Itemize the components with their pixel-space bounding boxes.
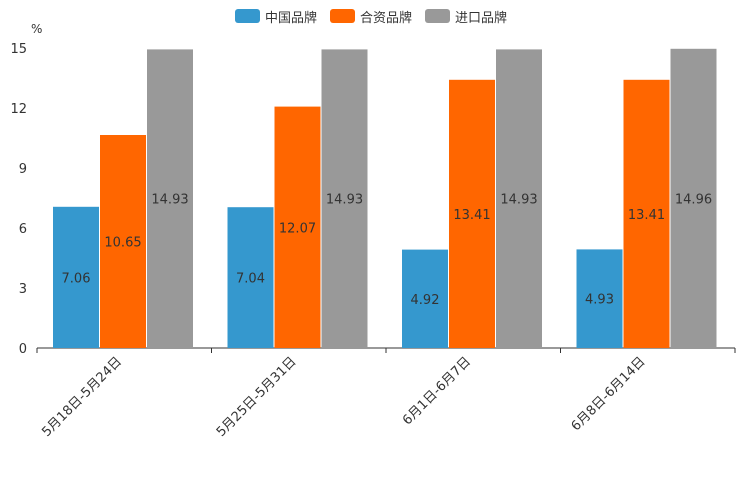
data-label: 14.96 <box>675 192 712 207</box>
legend-item-imported-brand[interactable]: 进口品牌 <box>425 6 507 26</box>
data-label: 13.41 <box>453 208 490 223</box>
x-tick-label: 5月18日-5月24日 <box>39 354 125 440</box>
data-label: 13.41 <box>628 208 665 223</box>
data-label: 4.92 <box>411 293 440 308</box>
bar <box>670 48 717 349</box>
legend-label-china-brand: 中国品牌 <box>265 10 318 26</box>
y-tick-label: 9 <box>19 162 27 177</box>
legend-swatch-joint-venture-brand <box>330 9 355 23</box>
y-tick-label: 12 <box>10 102 27 117</box>
data-label: 7.06 <box>62 271 91 286</box>
legend-label-joint-venture-brand: 合资品牌 <box>360 10 413 26</box>
legend-swatch-china-brand <box>235 9 260 23</box>
data-label: 14.93 <box>151 193 188 208</box>
bar <box>321 49 368 349</box>
bar <box>274 106 321 348</box>
x-tick-label: 5月25日-5月31日 <box>214 354 300 440</box>
y-tick-label: 15 <box>10 42 27 57</box>
legend-item-china-brand[interactable]: 中国品牌 <box>235 6 317 26</box>
data-label: 10.65 <box>104 236 141 251</box>
bar <box>576 249 623 348</box>
y-tick-label: 0 <box>19 342 27 357</box>
data-label: 14.93 <box>326 193 363 208</box>
y-axis-unit: % <box>31 22 43 36</box>
x-tick-label: 6月8日-6月14日 <box>569 354 649 434</box>
legend: 中国品牌 合资品牌 进口品牌 <box>0 6 744 26</box>
bar <box>227 207 274 348</box>
bar <box>623 79 670 349</box>
data-label: 7.04 <box>236 272 265 287</box>
bar <box>53 206 99 348</box>
bar <box>449 79 495 349</box>
x-tick-label: 6月1日-6月7日 <box>400 354 474 428</box>
bar <box>402 249 448 348</box>
bar <box>147 49 193 349</box>
legend-label-imported-brand: 进口品牌 <box>455 10 508 26</box>
bar <box>496 49 542 349</box>
legend-swatch-imported-brand <box>425 9 450 23</box>
data-label: 4.93 <box>585 293 614 308</box>
data-label: 12.07 <box>279 221 316 236</box>
y-tick-label: 6 <box>19 222 27 237</box>
data-label: 14.93 <box>500 193 537 208</box>
y-tick-label: 3 <box>19 282 27 297</box>
legend-item-joint-venture-brand[interactable]: 合资品牌 <box>330 6 412 26</box>
bar <box>100 135 146 348</box>
